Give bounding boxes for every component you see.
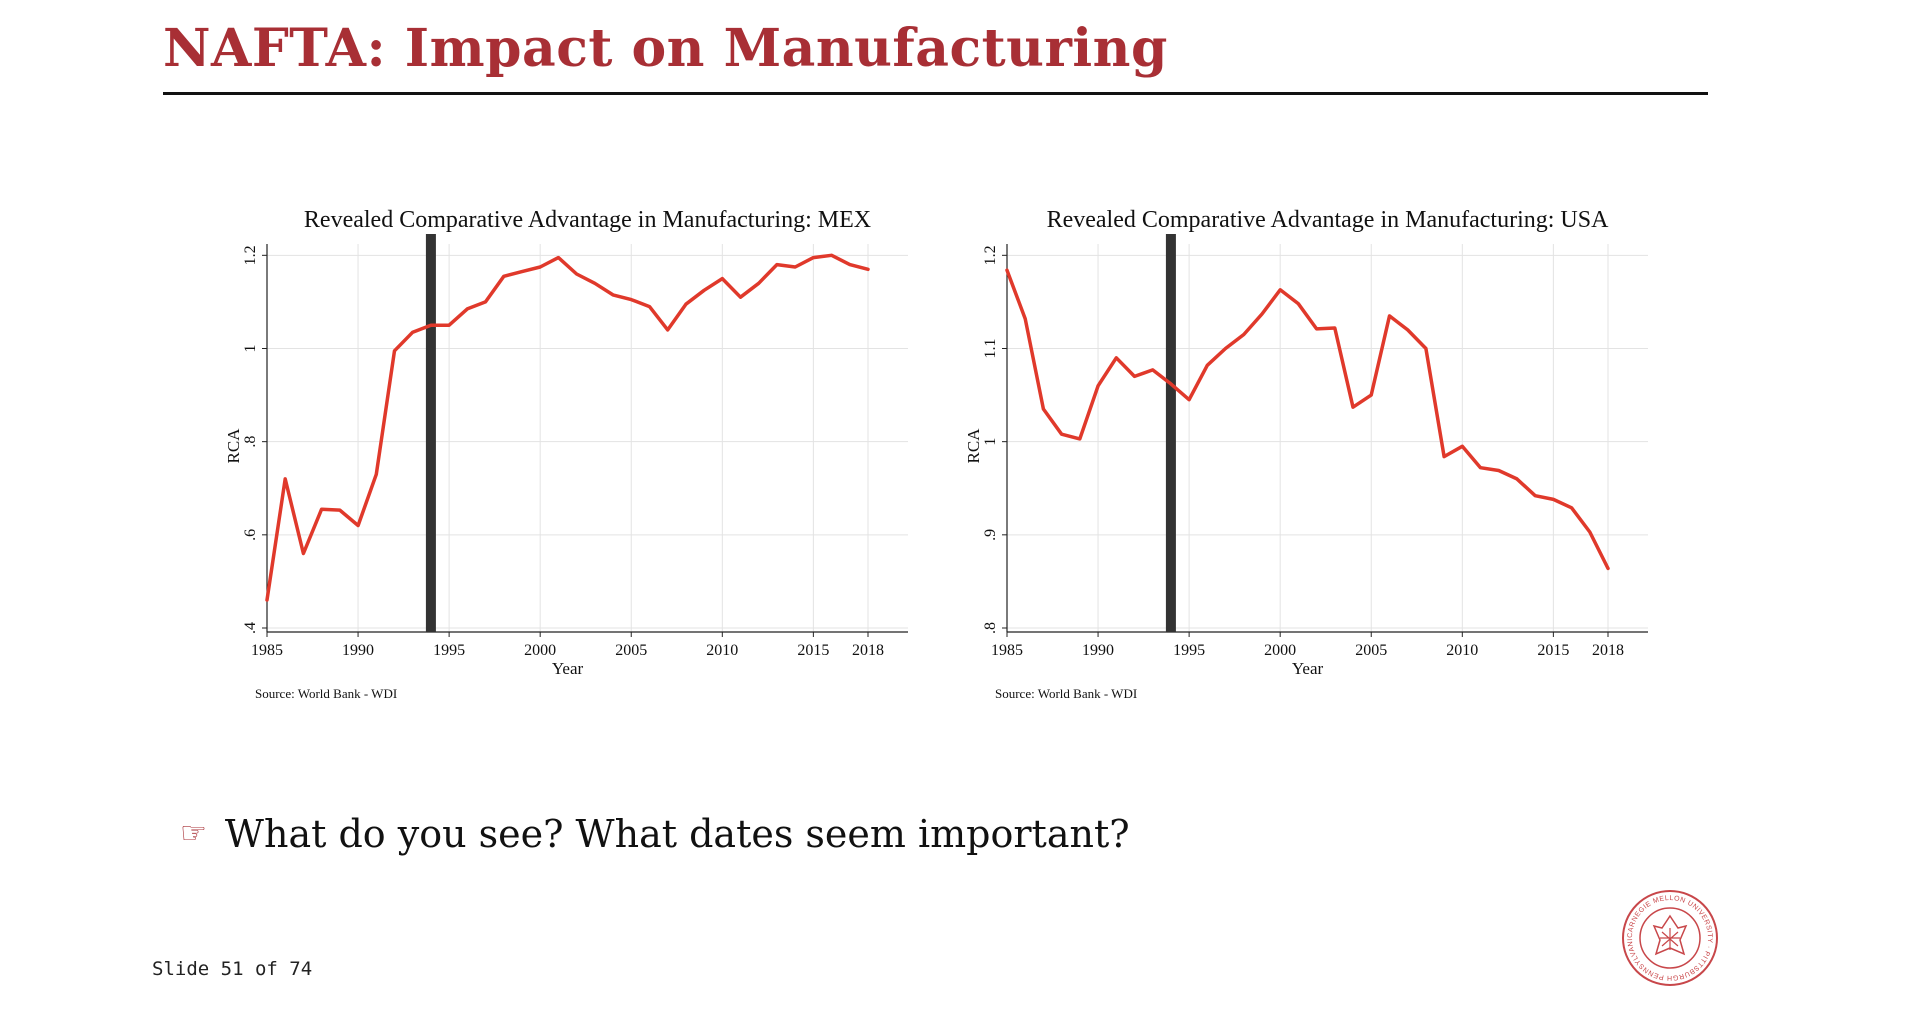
chart-source: Source: World Bank - WDI — [255, 686, 397, 701]
bullet-text: What do you see? What dates seem importa… — [224, 812, 1130, 856]
nafta-marker-bar — [425, 234, 436, 632]
y-tick-label: 1.2 — [982, 245, 999, 265]
series-line — [265, 253, 870, 602]
x-tick-label: 1985 — [251, 642, 283, 659]
nafta-marker-bar — [1165, 234, 1176, 632]
x-tick-label: 1990 — [342, 642, 374, 659]
x-axis-label: Year — [552, 659, 584, 678]
x-tick-label: 1985 — [991, 642, 1023, 659]
y-tick-label: 1 — [242, 344, 259, 352]
x-tick-label: 2000 — [1264, 642, 1296, 659]
x-tick-label: 2018 — [1592, 642, 1624, 659]
x-tick-label: 2015 — [1537, 642, 1569, 659]
discussion-bullet: ☞ What do you see? What dates seem impor… — [180, 812, 1130, 856]
x-tick-label: 2000 — [524, 642, 556, 659]
x-tick-label: 2005 — [615, 642, 647, 659]
x-tick-label: 1995 — [433, 642, 465, 659]
y-tick-label: 1.2 — [242, 245, 259, 265]
title-divider — [163, 92, 1708, 95]
y-tick-label: .4 — [242, 622, 259, 634]
x-tick-label: 1990 — [1082, 642, 1114, 659]
x-axis-label: Year — [1292, 659, 1324, 678]
y-tick-label: .6 — [242, 529, 259, 541]
y-tick-label: 1.1 — [982, 338, 999, 358]
x-tick-label: 2010 — [706, 642, 738, 659]
chart-title: Revealed Comparative Advantage in Manufa… — [304, 207, 871, 233]
x-tick-label: 2005 — [1355, 642, 1387, 659]
y-tick-label: .8 — [982, 622, 999, 634]
slide-number: Slide 51 of 74 — [152, 958, 313, 980]
cmu-seal-logo: CARNEGIE MELLON UNIVERSITY · PITTSBURGH … — [1620, 888, 1718, 986]
y-tick-label: .9 — [982, 529, 999, 541]
y-tick-label: 1 — [982, 438, 999, 446]
x-tick-label: 1995 — [1173, 642, 1205, 659]
y-tick-label: .8 — [242, 436, 259, 448]
chart-mex: Revealed Comparative Advantage in Manufa… — [224, 207, 908, 701]
chart-title: Revealed Comparative Advantage in Manufa… — [1047, 207, 1610, 233]
slide-title: NAFTA: Impact on Manufacturing — [163, 18, 1168, 79]
pointing-hand-icon: ☞ — [180, 816, 207, 851]
x-tick-label: 2010 — [1446, 642, 1478, 659]
y-axis-label: RCA — [224, 428, 243, 464]
y-axis-label: RCA — [964, 428, 983, 464]
x-tick-label: 2015 — [797, 642, 829, 659]
series-line — [1005, 268, 1610, 571]
x-tick-label: 2018 — [852, 642, 884, 659]
chart-source: Source: World Bank - WDI — [995, 686, 1137, 701]
chart-usa: Revealed Comparative Advantage in Manufa… — [964, 207, 1648, 701]
